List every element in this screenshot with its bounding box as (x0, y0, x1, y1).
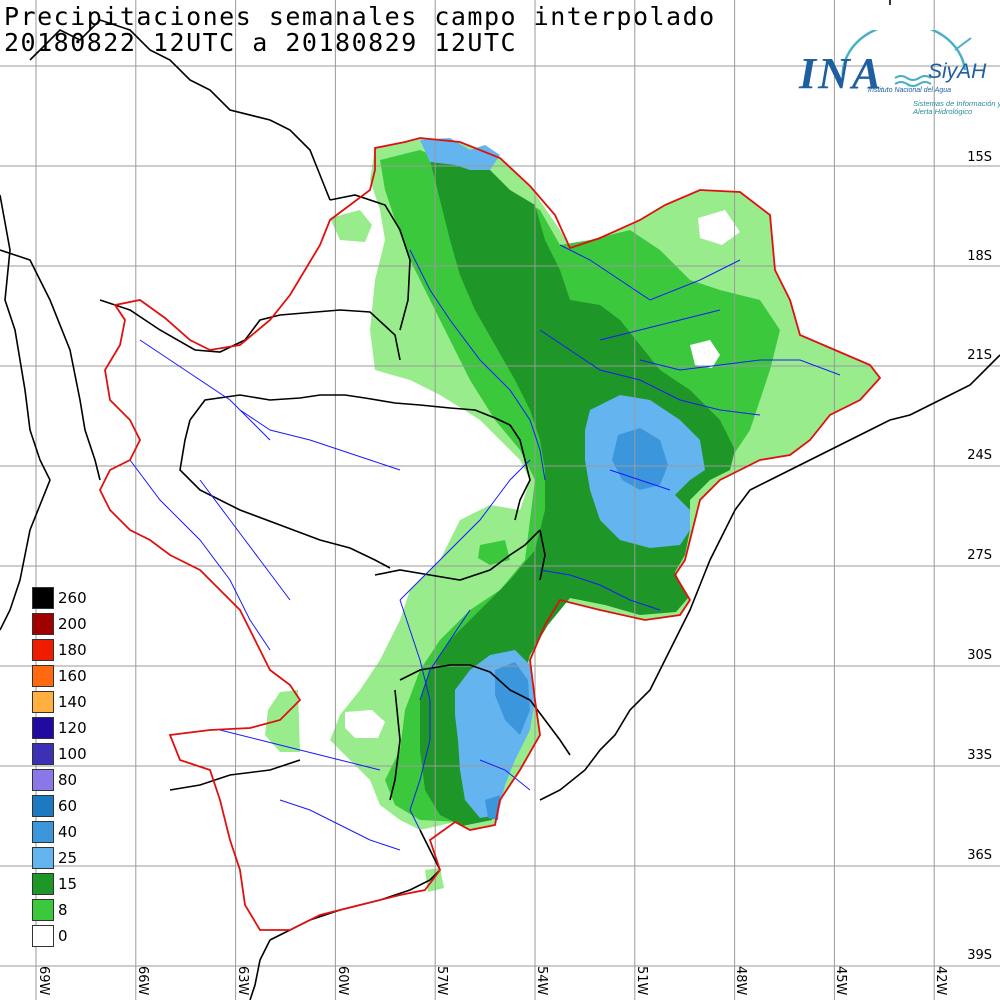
logo-ina-text: INA (799, 49, 884, 98)
legend-value: 80 (58, 771, 78, 789)
lon-label-60w: 60W (335, 966, 350, 996)
legend-row: 15 (30, 871, 110, 897)
legend-row: 8 (30, 897, 110, 923)
logo-institute-text: Instituto Nacional del Agua (868, 87, 952, 94)
legend-swatch (32, 691, 54, 713)
legend-value: 120 (58, 719, 87, 737)
lon-label-45w: 45W (833, 966, 848, 996)
precip-zone-blue (612, 428, 668, 490)
lon-label-66w: 66W (135, 966, 150, 996)
lon-label-54w: 54W (534, 966, 549, 996)
legend-value: 25 (58, 849, 78, 867)
map-date-range: 20180822 12UTC a 20180829 12UTC (4, 28, 518, 57)
legend-swatch (32, 613, 54, 635)
legend-value: 8 (58, 901, 68, 919)
legend-swatch (32, 665, 54, 687)
dry-zone-1 (690, 340, 720, 368)
precip-zone-blue-south (495, 662, 530, 735)
lon-label-63w: 63W (235, 966, 250, 996)
legend-row: 40 (30, 819, 110, 845)
lon-label-57w: 57W (434, 966, 449, 996)
lat-label-15s: 15S (967, 150, 992, 165)
legend-row: 140 (30, 689, 110, 715)
legend-swatch (32, 717, 54, 739)
legend-value: 260 (58, 589, 87, 607)
lat-label-24s: 24S (967, 448, 992, 463)
legend-row: 180 (30, 637, 110, 663)
rivers (129, 244, 841, 851)
legend-value: 200 (58, 615, 87, 633)
lat-label-33s: 33S (967, 748, 992, 763)
legend-swatch (32, 899, 54, 921)
precip-zone-light-west (265, 690, 300, 752)
logo-siyah-text: SiyAH (928, 60, 987, 83)
map-title: Precipitaciones semanales campo interpol… (4, 2, 716, 31)
lat-label-36s: 36S (967, 848, 992, 863)
legend-swatch (32, 587, 54, 609)
legend-value: 60 (58, 797, 78, 815)
legend-swatch (32, 821, 54, 843)
legend-row: 160 (30, 663, 110, 689)
basin-outline (98, 137, 882, 931)
ina-siyah-logo: INA SiyAH Instituto Nacional del Agua Si… (795, 22, 1000, 135)
legend-swatch (32, 873, 54, 895)
legend-swatch (32, 925, 54, 947)
lat-label-21s: 21S (967, 348, 992, 363)
lon-label-51w: 51W (634, 966, 649, 996)
legend-row: 60 (30, 793, 110, 819)
logo-system-text: Sistemas de Información y Alerta Hidroló… (913, 99, 1000, 117)
lat-label-30s: 30S (967, 648, 992, 663)
legend-swatch (32, 743, 54, 765)
legend-value: 160 (58, 667, 87, 685)
legend-swatch (32, 795, 54, 817)
lat-label-27s: 27S (967, 548, 992, 563)
legend-row: 120 (30, 715, 110, 741)
legend-row: 260 (30, 585, 110, 611)
legend-value: 40 (58, 823, 78, 841)
legend-value: 0 (58, 927, 68, 945)
legend-row: 100 (30, 741, 110, 767)
legend-value: 140 (58, 693, 87, 711)
precip-zone-lightblue-north (420, 138, 500, 170)
legend-value: 180 (58, 641, 87, 659)
legend-value: 100 (58, 745, 87, 763)
legend-row: 200 (30, 611, 110, 637)
dry-zone-2 (345, 710, 385, 738)
legend-row: 80 (30, 767, 110, 793)
lon-label-69w: 69W (36, 966, 51, 996)
precip-zone-light-west2 (330, 210, 372, 242)
legend-row: 0 (30, 923, 110, 949)
precip-zone-blue-tip (485, 795, 500, 820)
legend-swatch (32, 639, 54, 661)
legend-swatch (32, 769, 54, 791)
lat-label-39s: 39S (967, 948, 992, 963)
dry-zone-3 (698, 210, 740, 245)
precipitation-field (265, 138, 880, 892)
lat-label-18s: 18S (967, 249, 992, 264)
legend-row: 25 (30, 845, 110, 871)
precip-zone-light-sw (425, 868, 444, 892)
precip-zone-green-2 (478, 540, 510, 565)
legend-value: 15 (58, 875, 78, 893)
lon-label-48w: 48W (733, 966, 748, 996)
lon-label-42w: 42W (933, 966, 948, 996)
legend-swatch (32, 847, 54, 869)
